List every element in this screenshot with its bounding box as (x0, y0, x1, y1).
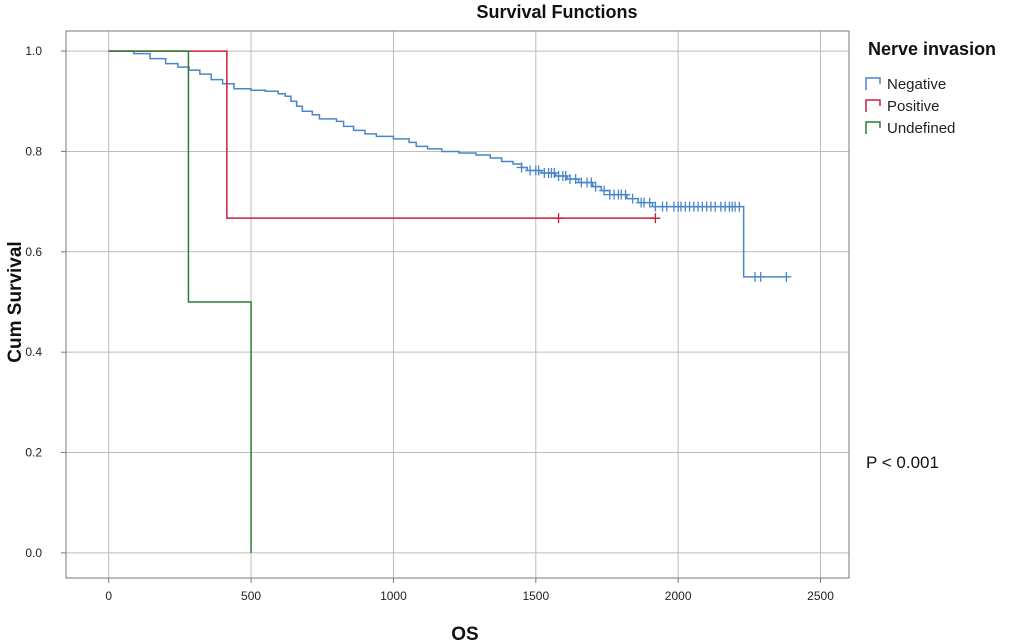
y-tick-label: 0.2 (25, 446, 42, 460)
censor-mark-negative (781, 271, 792, 282)
censor-mark-positive (553, 213, 564, 224)
censor-mark-negative (516, 162, 527, 173)
x-axis-label: OS (451, 624, 478, 644)
legend-swatch (865, 121, 881, 134)
legend-swatch (865, 99, 881, 112)
censor-mark-negative (533, 165, 544, 176)
censor-mark-positive (650, 213, 661, 224)
legend-swatch (865, 77, 881, 90)
censor-mark-negative (570, 174, 581, 185)
series-layer (108, 50, 792, 553)
x-tick-label: 0 (105, 589, 112, 603)
legend-entry-undefined: Undefined (887, 120, 955, 137)
y-tick-label: 1.0 (25, 44, 42, 58)
censor-mark-negative (620, 189, 631, 200)
plot-frame (65, 30, 850, 579)
legend-title: Nerve invasion (868, 39, 996, 59)
chart-title: Survival Functions (476, 2, 637, 22)
y-tick-label: 0.6 (25, 245, 42, 259)
series-line-undefined (108, 50, 252, 553)
tick-layer: 0 500 1000 1500 2000 2500 0.0 0.2 0.4 0.6 0.8 1.0 (25, 44, 834, 603)
series-line-negative (108, 50, 790, 278)
censor-mark-negative (586, 177, 597, 188)
p-value-annotation: P < 0.001 (866, 453, 939, 472)
x-tick-label: 2500 (807, 589, 834, 603)
legend-entry-negative: Negative (887, 76, 946, 93)
censor-mark-negative (590, 181, 601, 192)
x-tick-label: 2000 (665, 589, 692, 603)
x-tick-label: 500 (241, 589, 261, 603)
censor-mark-negative (627, 193, 638, 204)
censor-mark-negative (734, 201, 745, 212)
y-tick-label: 0.4 (25, 345, 42, 359)
x-tick-label: 1500 (522, 589, 549, 603)
censor-mark-negative (599, 185, 610, 196)
legend: Negative Positive Undefined (865, 76, 955, 137)
censor-mark-negative (644, 197, 655, 208)
censor-mark-negative (755, 271, 766, 282)
y-axis-label: Cum Survival (5, 241, 26, 362)
y-tick-label: 0.8 (25, 144, 42, 158)
x-tick-label: 1000 (380, 589, 407, 603)
y-tick-label: 0.0 (25, 546, 42, 560)
legend-entry-positive: Positive (887, 98, 940, 115)
